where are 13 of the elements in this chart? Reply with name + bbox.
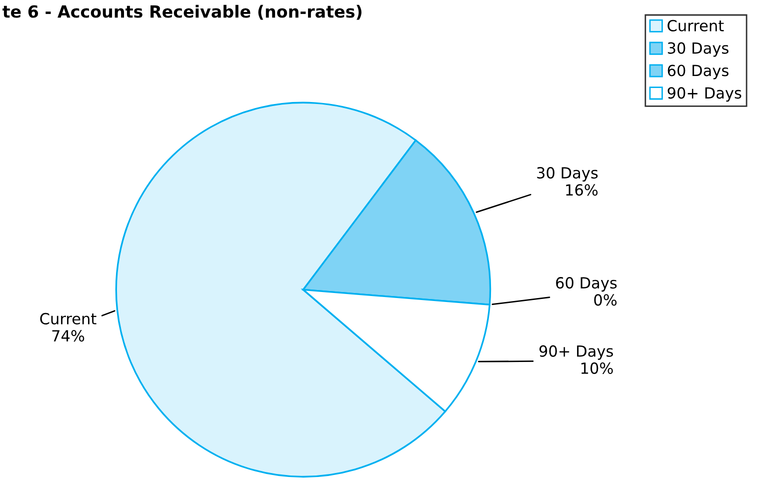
legend-label: 90+ Days [668, 87, 742, 102]
data-label: 16% [566, 184, 598, 196]
data-label: 74% [52, 330, 84, 342]
category-label: 60 Days [556, 277, 617, 292]
legend-label: 60 Days [668, 64, 728, 80]
chart-title: te 6 - Accounts Receivable (non-rates) [2, 4, 362, 20]
legend-label: Current [668, 20, 724, 32]
text: 0% [594, 294, 617, 306]
slice-label: 90+ Days [539, 345, 613, 360]
slice-label: Current [40, 312, 96, 324]
slice-label: 30 Days [537, 167, 598, 182]
legend-label: 30 Days [668, 42, 728, 57]
data-label: 10% [581, 362, 613, 374]
